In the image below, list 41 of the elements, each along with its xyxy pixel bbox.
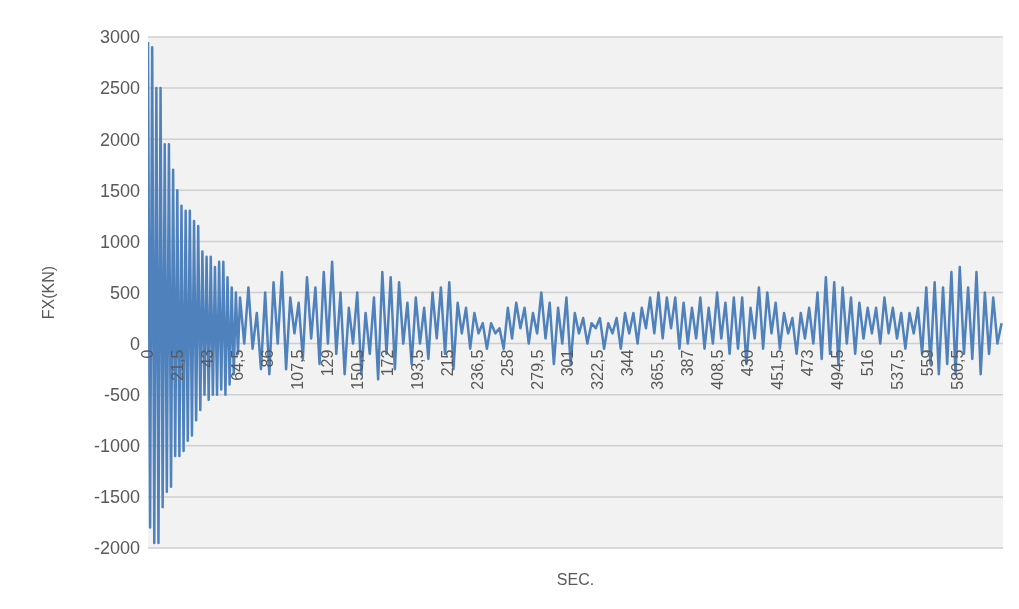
x-tick-label: 236,5 (469, 349, 487, 390)
x-tick-label: 215 (439, 349, 457, 377)
x-tick-label: 408,5 (709, 349, 727, 390)
y-tick-label: -500 (103, 385, 140, 406)
y-tick-label: 2000 (99, 129, 140, 150)
x-tick-label: 344 (619, 349, 637, 377)
y-tick-label: -2000 (93, 538, 140, 559)
x-tick-label: 322,5 (589, 349, 607, 390)
x-tick-label: 172 (379, 349, 397, 377)
y-tick-label: 3000 (99, 27, 140, 48)
x-tick-label: 86 (259, 349, 277, 368)
y-tick-label: 500 (109, 282, 140, 303)
x-tick-label: 559 (919, 349, 937, 377)
x-tick-label: 279,5 (529, 349, 547, 390)
x-tick-label: 537,5 (889, 349, 907, 390)
x-tick-label: 580,5 (949, 349, 967, 390)
x-tick-label: 193,5 (409, 349, 427, 390)
y-tick-label: 1500 (99, 180, 140, 201)
y-tick-label: 1000 (99, 231, 140, 252)
x-tick-label: 107,5 (289, 349, 307, 390)
x-tick-label: 516 (859, 349, 877, 377)
x-tick-label: 365,5 (649, 349, 667, 390)
x-tick-label: 494,5 (829, 349, 847, 390)
x-tick-label: 0 (139, 349, 157, 359)
x-tick-label: 301 (559, 349, 577, 377)
y-axis-title: FX(KN) (39, 265, 57, 320)
y-tick-label: 0 (129, 333, 140, 354)
x-tick-label: 150,5 (349, 349, 367, 390)
x-tick-label: 21,5 (169, 349, 187, 381)
x-tick-label: 258 (499, 349, 517, 377)
x-tick-label: 64,5 (229, 349, 247, 381)
x-tick-label: 43 (199, 349, 217, 368)
x-tick-label: 473 (799, 349, 817, 377)
x-tick-label: 430 (739, 349, 757, 377)
y-tick-label: -1500 (93, 487, 140, 508)
y-tick-label: 2500 (99, 78, 140, 99)
x-tick-label: 451,5 (769, 349, 787, 390)
x-axis-title: SEC. (556, 571, 595, 588)
y-tick-label: -1000 (93, 436, 140, 457)
x-tick-label: 387 (679, 349, 697, 377)
x-tick-label: 129 (319, 349, 337, 377)
